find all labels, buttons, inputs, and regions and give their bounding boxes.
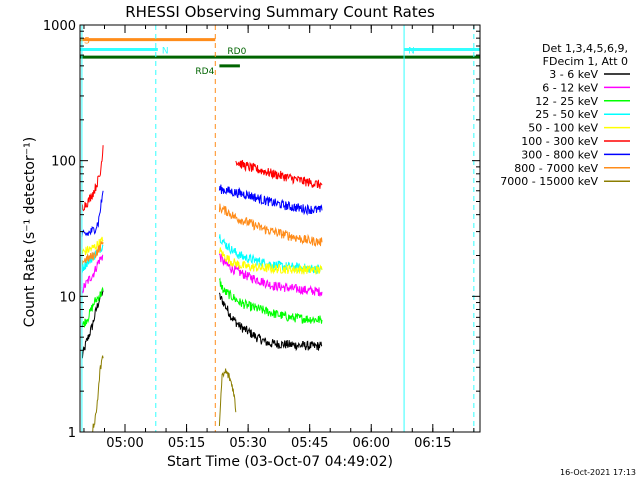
y-axis-label: Count Rate (s⁻¹ detector⁻¹)	[22, 137, 38, 327]
vlines-layer	[81, 25, 475, 432]
x-tick-label: 05:30	[229, 436, 266, 451]
series-line	[81, 145, 104, 212]
series-line	[218, 184, 323, 216]
legend-entry-label: 800 - 7000 keV	[514, 162, 598, 175]
flag-label: S	[84, 37, 90, 47]
legend-entry-label: 300 - 800 keV	[521, 148, 598, 161]
series-line	[235, 159, 323, 189]
footer-timestamp: 16-Oct-2021 17:13	[560, 468, 636, 477]
legend-header: Det 1,3,4,5,6,9,	[542, 42, 628, 55]
series-line	[218, 292, 323, 352]
series-line	[81, 290, 104, 359]
legend-entry-label: 6 - 12 keV	[542, 81, 598, 94]
x-tick-label: 06:15	[414, 436, 451, 451]
flag-label: RD0	[227, 47, 246, 57]
x-tick-label: 06:00	[353, 436, 390, 451]
legend-entry-label: 100 - 300 keV	[521, 135, 598, 148]
flag-label: N	[162, 46, 169, 56]
flags-layer: S N N RD0 RD4	[80, 37, 480, 77]
x-tick-label: 05:00	[106, 436, 143, 451]
y-tick-label: 100	[51, 155, 76, 170]
legend-entry-label: 12 - 25 keV	[535, 95, 598, 108]
series-line	[218, 277, 323, 324]
x-axis-label: Start Time (03-Oct-07 04:49:02)	[167, 454, 393, 470]
series-layer	[81, 145, 323, 433]
flag-label: N	[408, 46, 415, 56]
y-tick-label: 1	[68, 426, 76, 441]
series-line	[81, 286, 104, 328]
axes-layer: 05:00 05:15 05:30 05:45 06:00 06:15 1 10 100 1000	[43, 19, 480, 451]
series-line	[218, 247, 323, 275]
series-line	[81, 236, 104, 256]
series-line	[81, 241, 104, 266]
flag-label: RD4	[195, 67, 214, 77]
legend: Det 1,3,4,5,6,9,FDecim 1, Att 03 - 6 keV…	[500, 42, 630, 188]
series-line	[92, 355, 104, 433]
series-line	[218, 203, 323, 248]
x-tick-label: 05:45	[291, 436, 328, 451]
legend-entry-label: 3 - 6 keV	[549, 68, 598, 81]
chart-title: RHESSI Observing Summary Count Rates	[125, 3, 435, 21]
plot-frame	[79, 24, 481, 433]
x-tick-label: 05:15	[168, 436, 205, 451]
legend-entry-label: 50 - 100 keV	[528, 122, 598, 135]
series-line	[81, 190, 104, 238]
legend-entry-label: 25 - 50 keV	[535, 108, 598, 121]
series-line	[218, 368, 237, 427]
y-tick-label: 10	[59, 290, 76, 305]
legend-entry-label: 7000 - 15000 keV	[500, 175, 598, 188]
series-line	[218, 253, 323, 297]
y-tick-label: 1000	[43, 19, 76, 34]
series-line	[81, 254, 104, 294]
legend-header: FDecim 1, Att 0	[543, 55, 628, 68]
